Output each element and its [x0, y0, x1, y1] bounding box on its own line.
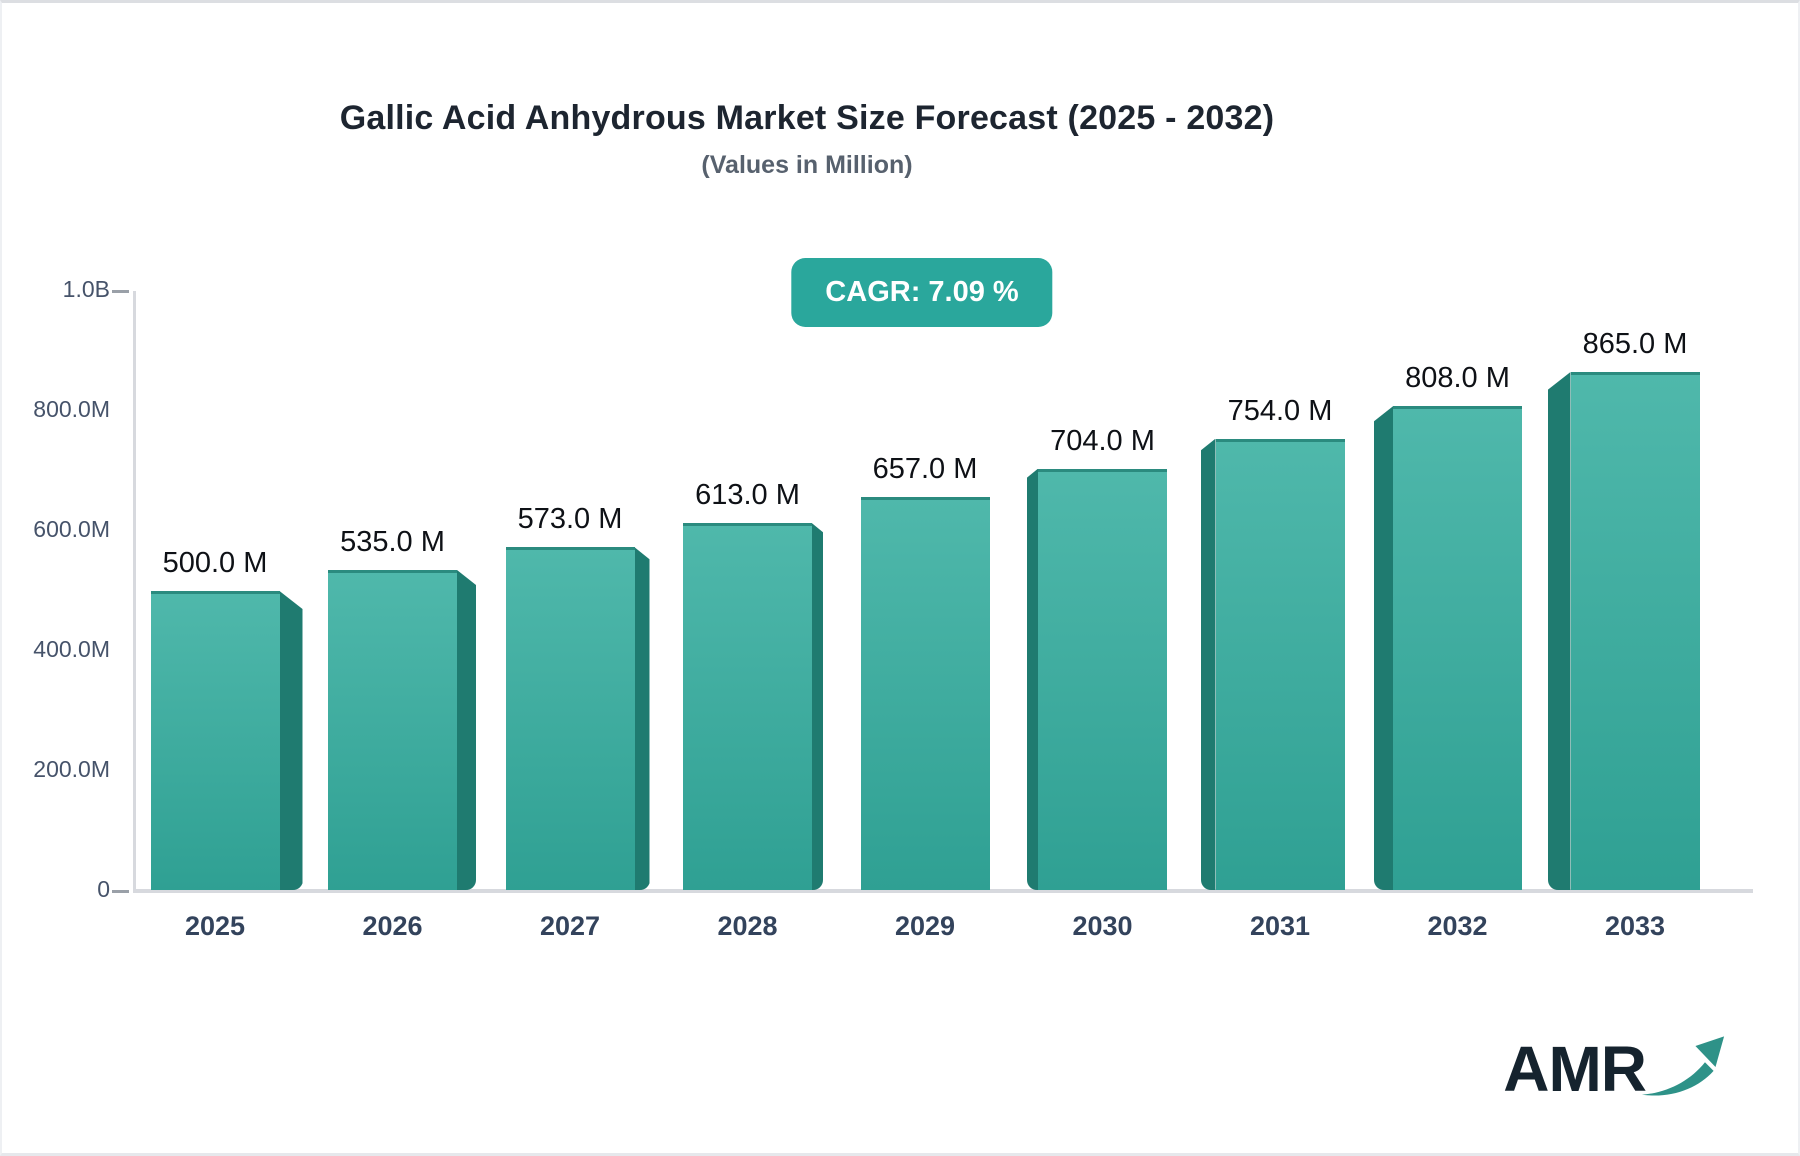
bar-3d-side	[634, 547, 650, 890]
bar-2027	[505, 547, 635, 890]
bar-2025	[150, 591, 280, 890]
x-axis-label-2026: 2026	[362, 911, 423, 941]
bar-value-label: 865.0 M	[1582, 328, 1688, 360]
x-axis-label-2025: 2025	[184, 911, 246, 941]
bar-chart: 1.0B 800.0M 600.0M 400.0M 200.0M 0 500.0 M 2025…	[2, 3, 1798, 1153]
bar-3d-side	[1200, 438, 1216, 890]
bar-3d-side	[812, 523, 823, 890]
y-axis-tick-mark	[112, 290, 129, 293]
y-axis-tick-label: 600.0M	[33, 516, 110, 542]
x-axis-label-2031: 2031	[1249, 911, 1311, 941]
bar-value-label: 500.0 M	[162, 547, 268, 579]
bar-2026	[328, 570, 457, 890]
x-axis-label-2030: 2030	[1072, 911, 1133, 941]
bar-2029	[860, 496, 990, 890]
bar-3d-side	[1027, 468, 1038, 890]
y-axis-tick-label: 1.0B	[62, 276, 110, 302]
bar-2032	[1393, 406, 1522, 890]
bar-value-label: 704.0 M	[1050, 424, 1155, 457]
bar-2030	[1038, 468, 1167, 890]
bar-2028	[683, 523, 812, 890]
y-axis-tick-label: 800.0M	[33, 396, 110, 422]
x-axis-label-2027: 2027	[539, 911, 601, 941]
chart-title: Gallic Acid Anhydrous Market Size Foreca…	[339, 99, 1275, 137]
cagr-badge: CAGR: 7.09 %	[791, 258, 1053, 327]
bar-value-label: 573.0 M	[517, 503, 623, 536]
bar-3d-side	[1547, 372, 1571, 890]
x-axis-label-2029: 2029	[894, 911, 956, 941]
y-axis-tick-mark	[112, 890, 129, 893]
bar-2033	[1570, 372, 1700, 890]
bar-value-label: 754.0 M	[1227, 394, 1333, 427]
bar-value-label: 535.0 M	[340, 526, 445, 558]
bar-value-label: 613.0 M	[695, 479, 800, 512]
amr-logo: AMR	[1503, 1035, 1726, 1101]
x-axis-label-2028: 2028	[717, 911, 778, 941]
growth-arrow-icon	[1641, 1036, 1725, 1096]
x-axis-line	[133, 889, 1753, 893]
x-axis-label-2033: 2033	[1604, 911, 1666, 941]
bar-3d-side	[1374, 406, 1393, 890]
bar-value-label: 808.0 M	[1405, 362, 1510, 395]
amr-logo-text: AMR	[1503, 1033, 1647, 1105]
y-axis-line	[133, 291, 136, 891]
bar-2031	[1215, 438, 1345, 890]
chart-subtitle: (Values in Million)	[701, 151, 913, 179]
y-axis-tick-label: 400.0M	[33, 636, 110, 662]
bar-3d-side	[457, 570, 476, 890]
bar-value-label: 657.0 M	[872, 452, 978, 485]
y-axis-tick-label: 0	[97, 876, 110, 902]
x-axis-label-2032: 2032	[1427, 911, 1488, 941]
y-axis-tick-label: 200.0M	[33, 756, 110, 782]
bar-3d-side	[279, 591, 303, 890]
